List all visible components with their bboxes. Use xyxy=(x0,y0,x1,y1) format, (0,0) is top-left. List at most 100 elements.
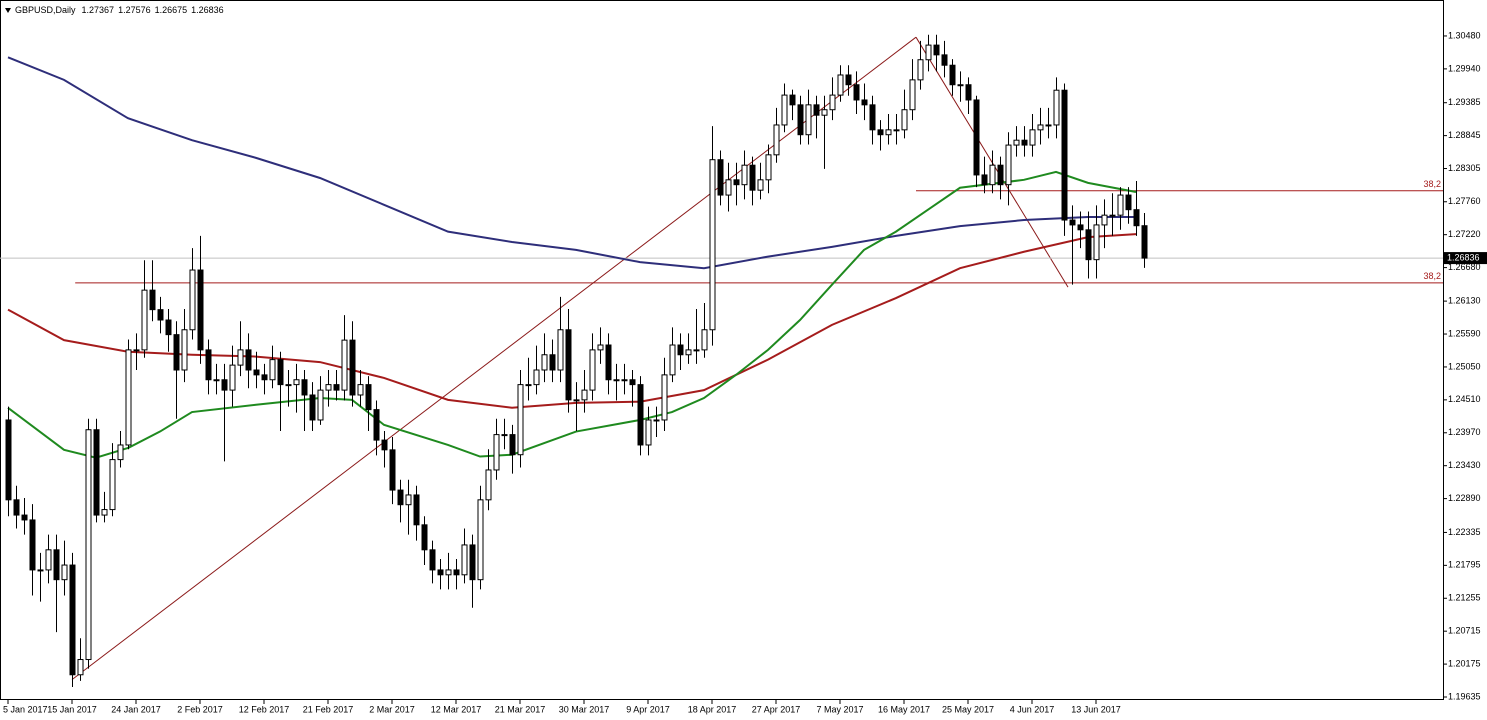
candle-body xyxy=(333,384,340,391)
candle-body xyxy=(1029,129,1036,146)
candle-body xyxy=(381,439,388,451)
candle-body xyxy=(77,659,84,676)
x-tick-label: 21 Feb 2017 xyxy=(303,704,354,714)
candle-body xyxy=(229,364,236,391)
candle-body xyxy=(461,544,468,576)
candle-body xyxy=(21,514,28,521)
y-tick-label: 1.30480 xyxy=(1448,30,1481,40)
candle-body xyxy=(1141,225,1148,259)
candle-body xyxy=(277,359,284,386)
candle-body xyxy=(405,494,412,506)
candle-body xyxy=(445,569,452,576)
candle-body xyxy=(949,64,956,86)
candle-body xyxy=(813,104,820,116)
candle-body xyxy=(221,379,228,391)
candle-body xyxy=(837,74,844,96)
candle-body xyxy=(181,329,188,371)
candle-body xyxy=(533,369,540,386)
candle-body xyxy=(245,349,252,371)
candle-body xyxy=(133,349,140,352)
candle-body xyxy=(557,329,564,371)
candle-body xyxy=(85,429,92,661)
candle-body xyxy=(629,379,636,386)
candle-body xyxy=(69,564,76,676)
candle-body xyxy=(501,434,508,437)
candle-body xyxy=(365,384,372,411)
candle-body xyxy=(525,384,532,387)
candle-body xyxy=(509,434,516,456)
candle-body xyxy=(165,319,172,336)
candle-body xyxy=(789,94,796,106)
candle-body xyxy=(1101,214,1108,226)
fib-level-label: 38,2 xyxy=(1423,179,1441,189)
x-tick-label: 21 Mar 2017 xyxy=(495,704,546,714)
candle-body xyxy=(29,519,36,571)
x-tick-label: 5 Jan 2017 xyxy=(3,704,48,714)
y-tick-label: 1.24510 xyxy=(1448,394,1481,404)
candle-body xyxy=(869,104,876,131)
candle-body xyxy=(901,109,908,131)
y-tick-label: 1.28845 xyxy=(1448,130,1481,140)
candle-body xyxy=(205,349,212,381)
candle-body xyxy=(925,44,932,61)
x-tick-label: 4 Jun 2017 xyxy=(1010,704,1055,714)
candle-body xyxy=(861,99,868,106)
candle-body xyxy=(1005,144,1012,186)
x-tick-label: 12 Mar 2017 xyxy=(431,704,482,714)
candle-body xyxy=(733,179,740,186)
current-price-box xyxy=(1444,252,1487,265)
candle-body xyxy=(421,524,428,551)
candle-body xyxy=(773,124,780,156)
candle-body xyxy=(549,354,556,371)
y-tick-label: 1.26680 xyxy=(1448,262,1481,272)
candle-body xyxy=(61,564,68,581)
candle-body xyxy=(157,309,164,321)
candle-body xyxy=(709,159,716,331)
candle-body xyxy=(989,164,996,186)
candle-body xyxy=(237,349,244,366)
candle-body xyxy=(125,349,132,446)
candle-body xyxy=(93,429,100,516)
candle-body xyxy=(981,174,988,186)
candle-body xyxy=(173,334,180,371)
candle-body xyxy=(485,469,492,501)
candle-body xyxy=(1077,224,1084,231)
candle-body xyxy=(1117,194,1124,216)
candle-body xyxy=(197,269,204,351)
candle-body xyxy=(37,569,44,572)
candle-body xyxy=(1013,139,1020,146)
candle-body xyxy=(1053,89,1060,126)
candle-body xyxy=(829,94,836,111)
candle-body xyxy=(309,394,316,421)
candle-body xyxy=(541,354,548,371)
candle-body xyxy=(589,349,596,391)
plot-frame xyxy=(0,0,1444,700)
candle-body xyxy=(941,54,948,66)
candle-body xyxy=(1021,139,1028,146)
candle-body xyxy=(845,74,852,86)
y-tick-label: 1.20715 xyxy=(1448,626,1481,636)
fib-level-label: 38,2 xyxy=(1423,271,1441,281)
candle-body xyxy=(565,329,572,401)
candle-body xyxy=(693,349,700,352)
candle-body xyxy=(517,384,524,456)
y-tick-label: 1.28305 xyxy=(1448,163,1481,173)
candle-body xyxy=(101,509,108,516)
y-tick-label: 1.19635 xyxy=(1448,691,1481,701)
candle-body xyxy=(429,549,436,571)
y-tick-label: 1.22890 xyxy=(1448,493,1481,503)
current-price-label: 1.26836 xyxy=(1447,252,1480,262)
moving-average xyxy=(7,56,1136,270)
candle-body xyxy=(1061,89,1068,221)
close-value: 1.26836 xyxy=(191,5,224,15)
candle-body xyxy=(469,544,476,581)
candle-body xyxy=(45,549,52,571)
x-tick-label: 13 Jun 2017 xyxy=(1071,704,1121,714)
candle-body xyxy=(781,94,788,126)
candle-body xyxy=(957,84,964,87)
candle-body xyxy=(581,389,588,401)
candle-body xyxy=(749,164,756,191)
high-value: 1.27576 xyxy=(118,5,151,15)
candle-body xyxy=(285,384,292,387)
